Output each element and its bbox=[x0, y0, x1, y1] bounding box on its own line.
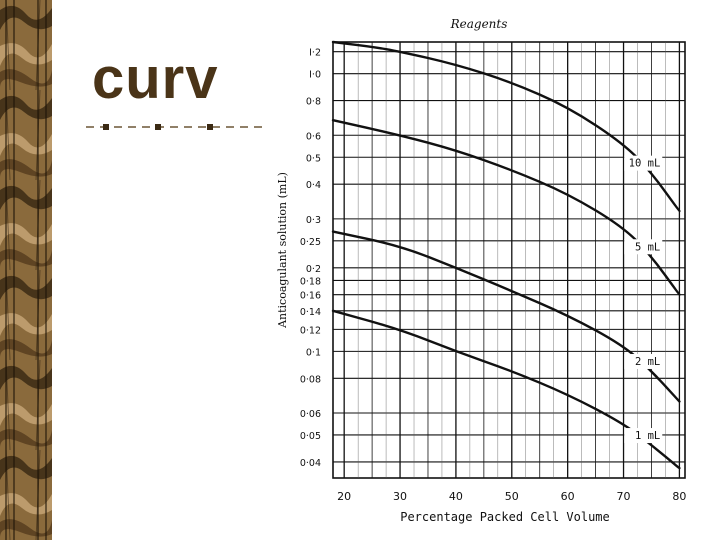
series-labels: 10 mL 5 mL 2 mL 1 mL bbox=[624, 155, 663, 444]
series-label: 1 mL bbox=[635, 430, 660, 442]
y-tick-label: 0·8 bbox=[306, 97, 321, 108]
x-tick-label: 70 bbox=[617, 490, 631, 503]
series-label: 10 mL bbox=[629, 158, 661, 170]
plot-frame bbox=[332, 41, 686, 479]
y-tick-labels: I·2 I·0 0·8 0·6 0·5 0·4 0·3 0·25 0·20·18 0·16 0·14… bbox=[300, 48, 321, 469]
series-line bbox=[331, 309, 681, 470]
y-tick-label: 0·16 bbox=[300, 291, 321, 302]
series-label-bg bbox=[624, 155, 663, 171]
series-line bbox=[331, 40, 681, 213]
grid bbox=[332, 41, 686, 479]
x-tick-label: 80 bbox=[672, 490, 686, 503]
x-tick-label: 40 bbox=[449, 490, 463, 503]
series-line bbox=[331, 230, 681, 403]
y-tick-label: 0·06 bbox=[300, 409, 321, 420]
y-tick-label: 0·25 bbox=[300, 237, 321, 248]
series-label: 5 mL bbox=[635, 241, 660, 253]
nomogram-chart: I·2I·00·80·60·50·40·30·250·20·180·160·14… bbox=[276, 17, 686, 524]
x-tick-label: 60 bbox=[561, 490, 575, 503]
series-label-bg bbox=[624, 239, 663, 255]
y-tick-label: I·2 bbox=[309, 48, 321, 59]
y-tick-label: 0·1 bbox=[306, 347, 321, 358]
x-tick-label: 20 bbox=[337, 490, 351, 503]
marble-sidebar bbox=[0, 0, 52, 540]
y-tick-label: 0·14 bbox=[300, 307, 321, 318]
x-axis-label: Percentage Packed Cell Volume bbox=[400, 510, 610, 524]
series-label: 2 mL bbox=[635, 356, 660, 368]
series-label-bg bbox=[624, 353, 663, 369]
y-tick-label: 0·3 bbox=[306, 215, 321, 226]
series-label-bg bbox=[624, 428, 663, 444]
y-tick-label: 0·2 bbox=[306, 264, 321, 275]
chart-title: Reagents bbox=[450, 17, 508, 31]
y-axis-label: Anticoagulant solution (mL) bbox=[276, 172, 289, 329]
marble-texture bbox=[0, 0, 52, 540]
x-tick-label: 30 bbox=[393, 490, 407, 503]
series-lines bbox=[331, 40, 681, 470]
y-tick-label: 0·5 bbox=[306, 153, 321, 164]
x-tick-label: 50 bbox=[505, 490, 519, 503]
slide-title: curv bbox=[92, 46, 219, 111]
y-tick-label: 0·08 bbox=[300, 374, 321, 385]
y-tick-label: 0·12 bbox=[300, 325, 321, 336]
chart-panel: I·2 I·0 0·8 0·6 0·5 0·4 0·3 0·25 0·2 0·18 0·16 0·14… bbox=[265, 0, 720, 540]
series-line bbox=[331, 119, 681, 296]
y-tick-label: I·0 bbox=[309, 70, 321, 81]
y-tick-label: 0·04 bbox=[300, 458, 321, 469]
title-dotted-rule bbox=[86, 124, 276, 130]
x-tick-labels: 20 30 40 50 60 70 80 bbox=[337, 490, 686, 503]
y-tick-label: 0·05 bbox=[300, 431, 321, 442]
y-tick-label: 0·4 bbox=[306, 180, 321, 191]
y-tick-label: 0·18 bbox=[300, 276, 321, 287]
y-tick-label: 0·6 bbox=[306, 131, 321, 142]
